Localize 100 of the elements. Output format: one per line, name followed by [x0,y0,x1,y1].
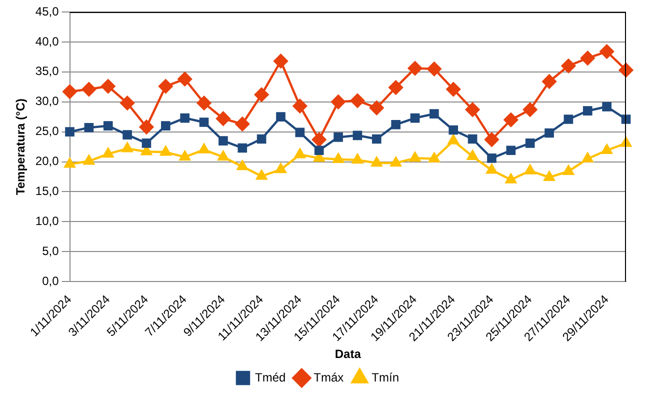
point [180,113,190,123]
point [161,121,170,130]
point [563,165,574,175]
point [62,84,77,99]
point [621,114,631,124]
point [391,120,400,130]
point [484,132,499,147]
point [448,134,459,144]
point [564,114,574,124]
point [390,156,402,167]
point [218,150,229,161]
point [446,82,460,96]
point [504,112,518,127]
point [198,144,210,154]
point [83,155,94,165]
point [120,96,134,110]
point [142,138,152,148]
point [122,130,132,140]
point [487,154,496,163]
point [410,113,420,123]
point [580,51,595,66]
point [332,153,344,163]
point [582,106,592,116]
y-axis-title: Temperatura (°C) [14,98,28,196]
point [238,143,248,153]
point [372,134,382,144]
point [430,109,439,118]
legend-label: Tméd [254,370,286,384]
point [178,72,192,86]
point [179,150,190,161]
point [160,146,172,156]
point [600,44,614,59]
point [350,94,365,108]
point [218,136,228,146]
point [408,61,422,76]
point [352,154,363,164]
point [100,79,116,94]
point [216,112,230,126]
point [505,174,516,184]
point [139,120,154,134]
point [561,58,576,74]
point [158,79,173,94]
point [199,118,209,127]
point [256,134,266,144]
point [196,96,212,110]
point [294,148,306,158]
point [65,127,74,136]
point [371,156,382,167]
point [370,100,384,115]
point [465,102,480,117]
y-tick-label: 25,0 [35,124,60,138]
y-tick-label: 40,0 [35,34,60,48]
y-tick-label: 20,0 [35,154,60,168]
point [486,164,498,174]
point [352,130,362,140]
point [236,160,248,170]
x-axis-title: Data [334,347,362,362]
point [522,102,538,117]
point [295,128,305,138]
point [620,137,632,147]
point [312,132,326,147]
legend-label: Tmáx [314,370,344,384]
point [82,82,96,96]
point [427,62,442,76]
point [122,142,133,152]
point [275,163,286,174]
point [235,116,250,132]
y-tick-label: 5,0 [42,244,60,258]
point [428,152,440,162]
point [84,122,94,132]
point [542,74,556,89]
point [388,80,403,95]
point [276,112,286,122]
point [544,171,555,181]
point [274,54,288,68]
point [331,94,346,109]
point [601,144,612,154]
point [467,150,478,160]
point [524,164,536,174]
point [334,132,343,142]
point [103,121,113,130]
y-tick-label: 15,0 [35,184,60,198]
point [292,98,308,114]
y-tick-label: 45,0 [35,4,60,18]
y-tick-label: 30,0 [35,94,60,108]
point [506,146,516,156]
point [468,134,478,144]
point [582,152,594,162]
point [544,128,554,138]
point [254,88,269,102]
point [525,138,535,148]
y-tick-label: 35,0 [35,64,60,78]
point [102,148,114,158]
point [314,146,324,156]
point [448,125,458,135]
y-tick-label: 10,0 [35,214,60,228]
y-tick-label: 0,0 [42,274,60,288]
legend-label: Tmín [372,370,400,384]
point [64,158,76,168]
point [410,152,420,162]
